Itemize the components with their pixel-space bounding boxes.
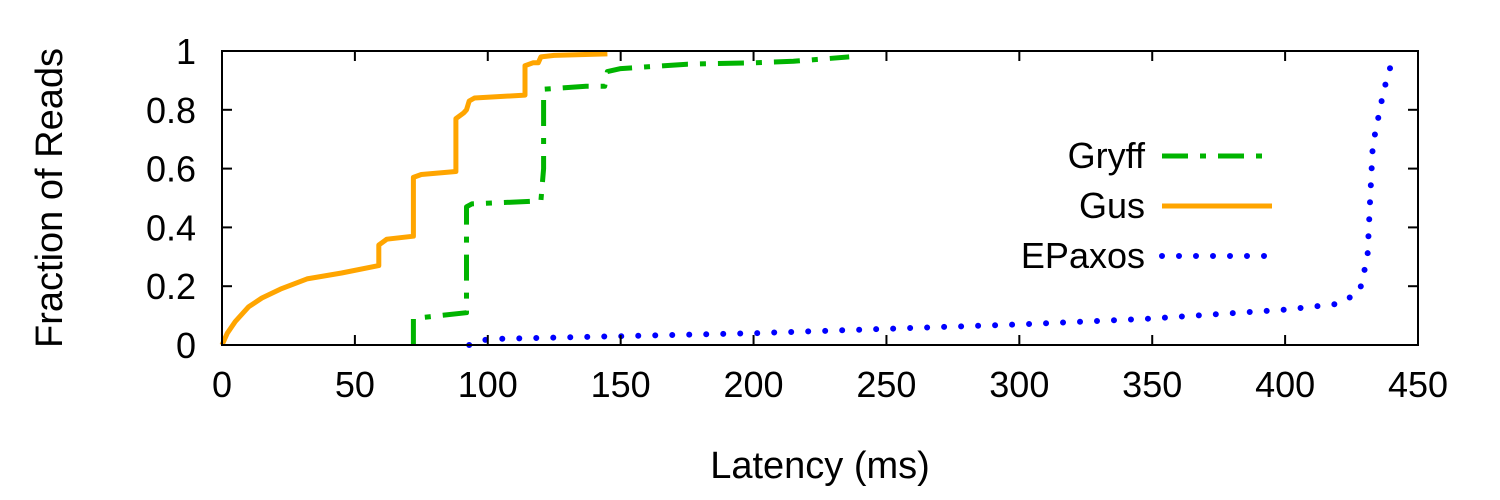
x-tick-label: 50 <box>335 364 375 405</box>
legend-label-epaxos: EPaxos <box>1021 235 1145 276</box>
x-tick-label: 200 <box>724 364 784 405</box>
legend: Gryff Gus EPaxos <box>1021 135 1275 276</box>
series-line-gryff <box>410 54 850 345</box>
y-tick-label: 0.2 <box>146 266 196 307</box>
legend-label-gus: Gus <box>1079 185 1145 226</box>
y-tick-label: 0.6 <box>146 149 196 190</box>
y-axis-title: Fraction of Reads <box>29 48 71 348</box>
x-tick-label: 350 <box>1122 364 1182 405</box>
series-line-gus <box>219 51 608 347</box>
y-tick-label: 0 <box>176 325 196 366</box>
axis-ticks <box>221 50 1419 346</box>
x-tick-label: 100 <box>458 364 518 405</box>
plot-lines <box>219 51 1398 348</box>
x-tick-label: 0 <box>212 364 232 405</box>
x-tick-label: 250 <box>856 364 916 405</box>
legend-label-gryff: Gryff <box>1068 135 1146 176</box>
y-tick-label: 0.4 <box>146 207 196 248</box>
x-tick-label: 400 <box>1255 364 1315 405</box>
y-tick-label: 1 <box>176 31 196 72</box>
x-axis-title: Latency (ms) <box>710 445 930 487</box>
y-tick-label: 0.8 <box>146 90 196 131</box>
plot-frame <box>221 50 1419 346</box>
series-line-epaxos <box>466 53 1398 348</box>
tick-labels: 0 50 100 150 200 250 300 350 400 450 0 0.2 0.4 0.6 0.8… <box>146 31 1448 405</box>
x-tick-label: 300 <box>989 364 1049 405</box>
x-tick-label: 150 <box>591 364 651 405</box>
x-tick-label: 450 <box>1388 364 1448 405</box>
